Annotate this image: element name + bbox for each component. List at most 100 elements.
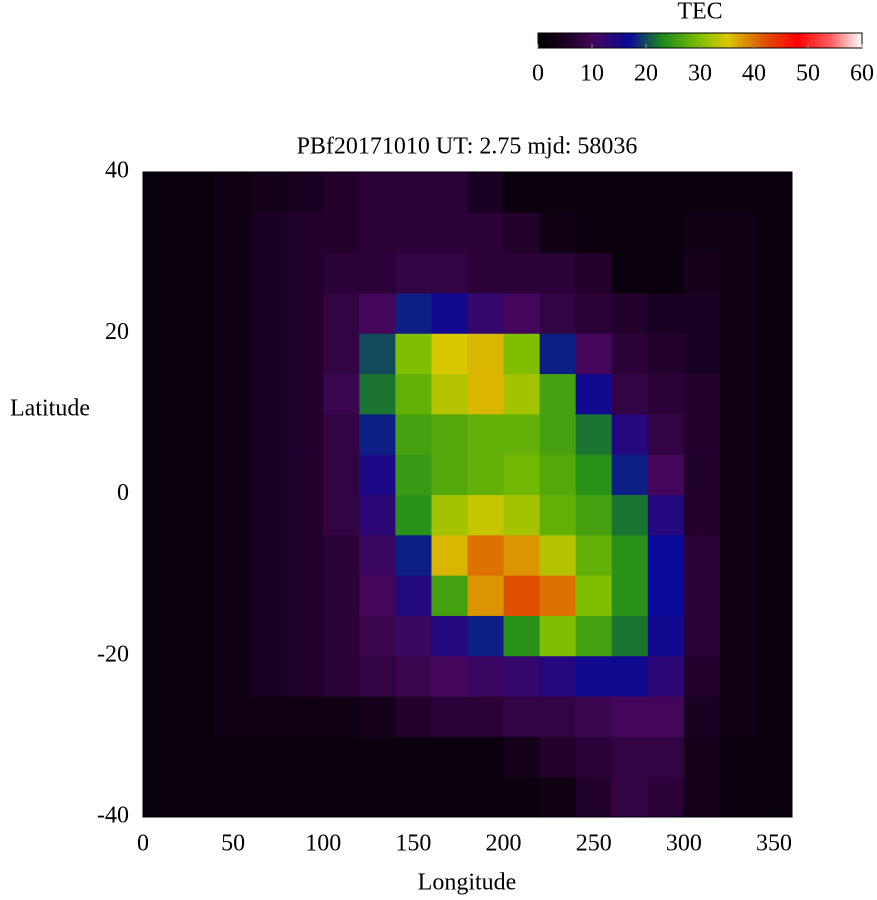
heatmap-cell — [215, 494, 252, 536]
heatmap-cell — [395, 615, 432, 657]
heatmap-cell — [395, 454, 432, 495]
heatmap-cell — [323, 696, 360, 737]
heatmap-cell — [431, 776, 468, 818]
heatmap-cell — [359, 615, 396, 657]
heatmap-cell — [647, 172, 685, 213]
heatmap-cell — [755, 172, 793, 213]
chart-title: PBf20171010 UT: 2.75 mjd: 58036 — [297, 134, 638, 160]
heatmap-cell — [719, 494, 757, 536]
heatmap-cell — [539, 494, 577, 536]
heatmap-cell — [647, 373, 685, 415]
heatmap-cell — [215, 333, 252, 375]
heatmap-cell — [143, 494, 180, 536]
heatmap-cell — [683, 333, 721, 375]
heatmap-cell — [647, 333, 685, 375]
heatmap-cell — [215, 454, 252, 495]
heatmap-cell — [143, 736, 180, 778]
heatmap-cell — [323, 776, 360, 818]
heatmap-cell — [647, 615, 685, 657]
heatmap-cell — [431, 454, 468, 495]
heatmap-cell — [431, 292, 468, 334]
heatmap-cell — [755, 615, 793, 657]
heatmap-cell — [467, 615, 505, 657]
heatmap-cell — [647, 575, 685, 616]
heatmap-cell — [755, 292, 793, 334]
heatmap-cell — [503, 413, 541, 455]
colorbar-label: TEC — [677, 0, 722, 25]
heatmap-cell — [467, 333, 505, 375]
heatmap-cell — [323, 172, 360, 213]
heatmap-cell — [251, 776, 288, 818]
heatmap-cell — [251, 212, 288, 254]
heatmap-cell — [431, 575, 468, 616]
heatmap-cell — [719, 172, 757, 213]
heatmap-cell — [467, 575, 505, 616]
heatmap-cell — [323, 212, 360, 254]
heatmap-cell — [539, 736, 577, 778]
heatmap-cell — [503, 534, 541, 576]
heatmap-cell — [395, 736, 432, 778]
heatmap-cell — [287, 172, 324, 213]
heatmap-cell — [611, 575, 649, 616]
heatmap-cell — [467, 696, 505, 737]
heatmap-cell — [143, 776, 180, 818]
heatmap-cell — [647, 252, 685, 294]
heatmap-cell — [287, 494, 324, 536]
heatmap-cell — [179, 413, 216, 455]
heatmap-cell — [503, 615, 541, 657]
heatmap-cell — [611, 333, 649, 375]
heatmap-cell — [359, 575, 396, 616]
heatmap-cell — [719, 292, 757, 334]
heatmap-cell — [287, 252, 324, 294]
heatmap-cell — [539, 252, 577, 294]
heatmap-cell — [467, 736, 505, 778]
heatmap-cell — [395, 655, 432, 697]
heatmap-cell — [683, 615, 721, 657]
heatmap-cell — [647, 534, 685, 576]
heatmap-cell — [431, 413, 468, 455]
heatmap-cell — [179, 696, 216, 737]
heatmap-cell — [143, 615, 180, 657]
heatmap-cell — [323, 454, 360, 495]
heatmap-cell — [755, 212, 793, 254]
heatmap-cell — [611, 454, 649, 495]
heatmap-cell — [575, 413, 613, 455]
heatmap-cell — [323, 655, 360, 697]
heatmap-cell — [611, 252, 649, 294]
heatmap-cell — [539, 575, 577, 616]
heatmap-cell — [251, 615, 288, 657]
heatmap-cell — [215, 413, 252, 455]
heatmap-cell — [323, 252, 360, 294]
heatmap-cell — [143, 534, 180, 576]
heatmap-cell — [395, 534, 432, 576]
heatmap-cell — [287, 776, 324, 818]
heatmap-cell — [323, 373, 360, 415]
x-tick-label: 300 — [666, 831, 702, 857]
heatmap-cell — [755, 736, 793, 778]
y-tick-label: 0 — [117, 480, 129, 506]
heatmap-cell — [575, 373, 613, 415]
heatmap-cell — [575, 534, 613, 576]
heatmap-cell — [215, 172, 252, 213]
heatmap-cell — [143, 172, 180, 213]
heatmap-cell — [359, 736, 396, 778]
heatmap-cell — [503, 494, 541, 536]
heatmap-cell — [467, 292, 505, 334]
heatmap-cell — [287, 575, 324, 616]
heatmap-cell — [287, 413, 324, 455]
heatmap-cell — [467, 252, 505, 294]
heatmap-cell — [575, 494, 613, 536]
heatmap-cell — [539, 454, 577, 495]
heatmap-cell — [755, 655, 793, 697]
heatmap-cell — [431, 172, 468, 213]
x-axis-label: Longitude — [418, 870, 517, 896]
heatmap-cell — [647, 292, 685, 334]
heatmap-cell — [179, 373, 216, 415]
heatmap-cell — [395, 413, 432, 455]
heatmap-cell — [611, 696, 649, 737]
heatmap-cell — [539, 696, 577, 737]
heatmap-cell — [251, 736, 288, 778]
heatmap-cell — [323, 292, 360, 334]
heatmap-cell — [179, 172, 216, 213]
